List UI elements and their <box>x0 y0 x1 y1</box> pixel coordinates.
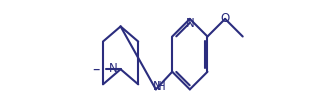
Text: N: N <box>185 17 194 30</box>
Text: H: H <box>156 80 165 93</box>
Text: N: N <box>109 62 118 75</box>
Text: –: – <box>92 62 100 77</box>
Text: O: O <box>220 12 230 25</box>
Text: N: N <box>153 80 162 93</box>
